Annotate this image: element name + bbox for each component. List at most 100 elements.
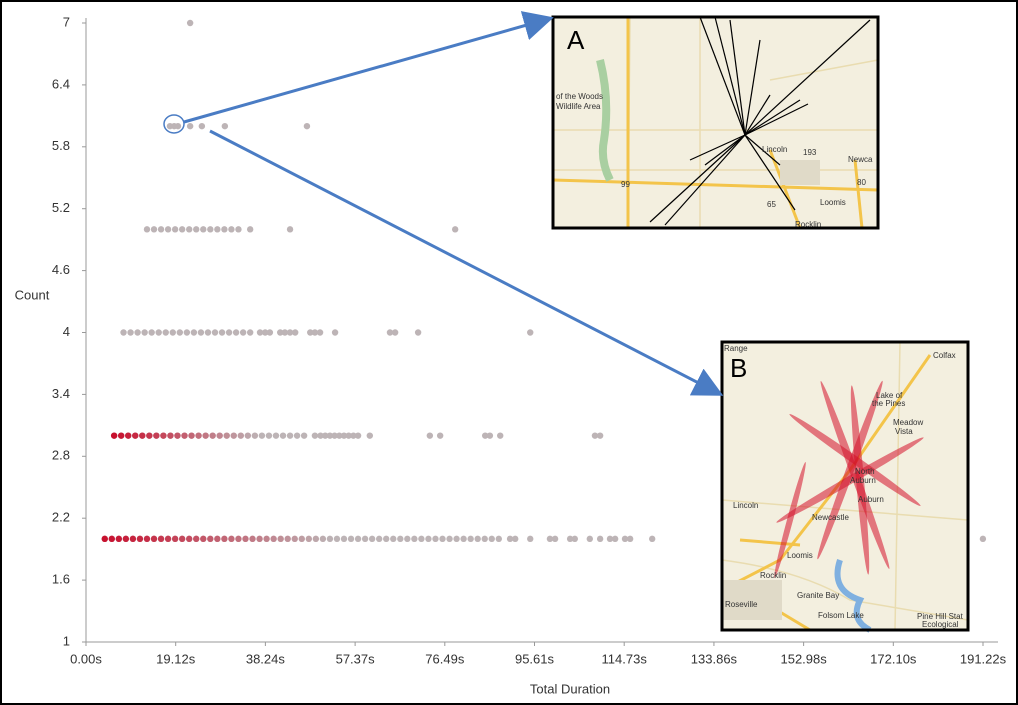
x-tick-label: 114.73s xyxy=(602,651,648,666)
point xyxy=(425,535,432,543)
point xyxy=(586,535,594,543)
point xyxy=(272,432,280,439)
point xyxy=(512,535,519,543)
point xyxy=(316,329,324,336)
inset-b: B Colfax Lake of the Pines Meadow Vista … xyxy=(720,340,970,633)
point xyxy=(266,329,274,336)
point xyxy=(311,329,319,336)
point xyxy=(626,535,634,543)
point xyxy=(386,329,394,336)
point xyxy=(117,432,125,439)
point xyxy=(291,535,298,543)
plot: 1 1.6 2.2 2.8 3.4 4 4.6 5.2 5.8 6.4 7 0.00s 19.12s 38… xyxy=(52,14,1007,666)
point xyxy=(404,535,411,543)
point xyxy=(198,122,206,130)
x-axis-title: Total Duration xyxy=(530,681,610,696)
inset-a: A of the Woods Wildlife Area Lincoln New… xyxy=(551,15,880,230)
point xyxy=(225,329,233,336)
point xyxy=(326,432,334,439)
point xyxy=(481,432,489,439)
point xyxy=(446,535,453,543)
point xyxy=(211,329,219,336)
point xyxy=(153,432,160,439)
place: Vista xyxy=(895,427,913,436)
place: Auburn xyxy=(850,476,876,485)
point xyxy=(319,535,327,543)
point xyxy=(204,329,212,336)
x-tick-label: 152.98s xyxy=(780,651,827,666)
point xyxy=(125,432,132,439)
point xyxy=(193,535,200,543)
point xyxy=(340,535,348,543)
point xyxy=(143,226,151,233)
point xyxy=(200,226,207,233)
point xyxy=(391,329,399,336)
point xyxy=(411,535,418,543)
point xyxy=(284,535,291,543)
y-axis-title: Count xyxy=(15,287,50,302)
point xyxy=(256,329,264,336)
trajectories xyxy=(774,380,924,578)
x-tick-label: 38.24s xyxy=(246,651,286,666)
place: Folsom Lake xyxy=(818,611,864,620)
point xyxy=(488,535,495,543)
point xyxy=(195,432,202,439)
point xyxy=(286,226,294,233)
point xyxy=(228,535,235,543)
point xyxy=(298,535,305,543)
point xyxy=(110,432,118,439)
point xyxy=(160,432,167,439)
point xyxy=(171,226,179,233)
place: the Pines xyxy=(872,399,905,408)
place: Lincoln xyxy=(762,145,787,154)
place: of the Woods xyxy=(556,92,603,101)
point xyxy=(439,535,446,543)
point xyxy=(571,535,578,543)
point xyxy=(237,432,245,439)
point xyxy=(527,329,534,336)
map-urban xyxy=(780,160,820,185)
point xyxy=(221,122,229,130)
point xyxy=(132,432,139,439)
point xyxy=(186,226,193,233)
place: Newcastle xyxy=(812,513,849,522)
place: Loomis xyxy=(787,551,813,560)
point xyxy=(127,329,134,336)
point xyxy=(611,535,619,543)
point xyxy=(451,226,459,233)
point xyxy=(202,432,209,439)
point xyxy=(481,535,488,543)
y-tick-label: 2.8 xyxy=(52,448,70,463)
place: Range xyxy=(724,344,748,353)
place: Ecological xyxy=(922,620,959,629)
point xyxy=(157,535,165,543)
point xyxy=(141,329,148,336)
place: Lake of xyxy=(876,391,903,400)
point xyxy=(120,329,127,336)
x-tick-label: 191.22s xyxy=(960,651,1007,666)
point xyxy=(591,432,599,439)
x-tick-label: 57.37s xyxy=(336,651,376,666)
y-tick-label: 4.6 xyxy=(52,262,70,277)
point xyxy=(150,535,158,543)
point xyxy=(333,535,341,543)
point xyxy=(200,535,207,543)
x-tick-label: 133.86s xyxy=(691,651,738,666)
point xyxy=(148,329,155,336)
point xyxy=(146,432,153,439)
point xyxy=(648,535,656,543)
point xyxy=(426,432,434,439)
point xyxy=(606,535,614,543)
place: Rocklin xyxy=(760,571,786,580)
point xyxy=(277,535,284,543)
point xyxy=(390,535,397,543)
point xyxy=(258,432,266,439)
x-tick-label: 172.10s xyxy=(870,651,917,666)
point xyxy=(495,535,503,543)
point xyxy=(311,432,319,439)
x-tick-label: 0.00s xyxy=(70,651,102,666)
place: Rocklin xyxy=(795,220,821,229)
point xyxy=(122,535,130,543)
inset-label: B xyxy=(730,353,747,383)
